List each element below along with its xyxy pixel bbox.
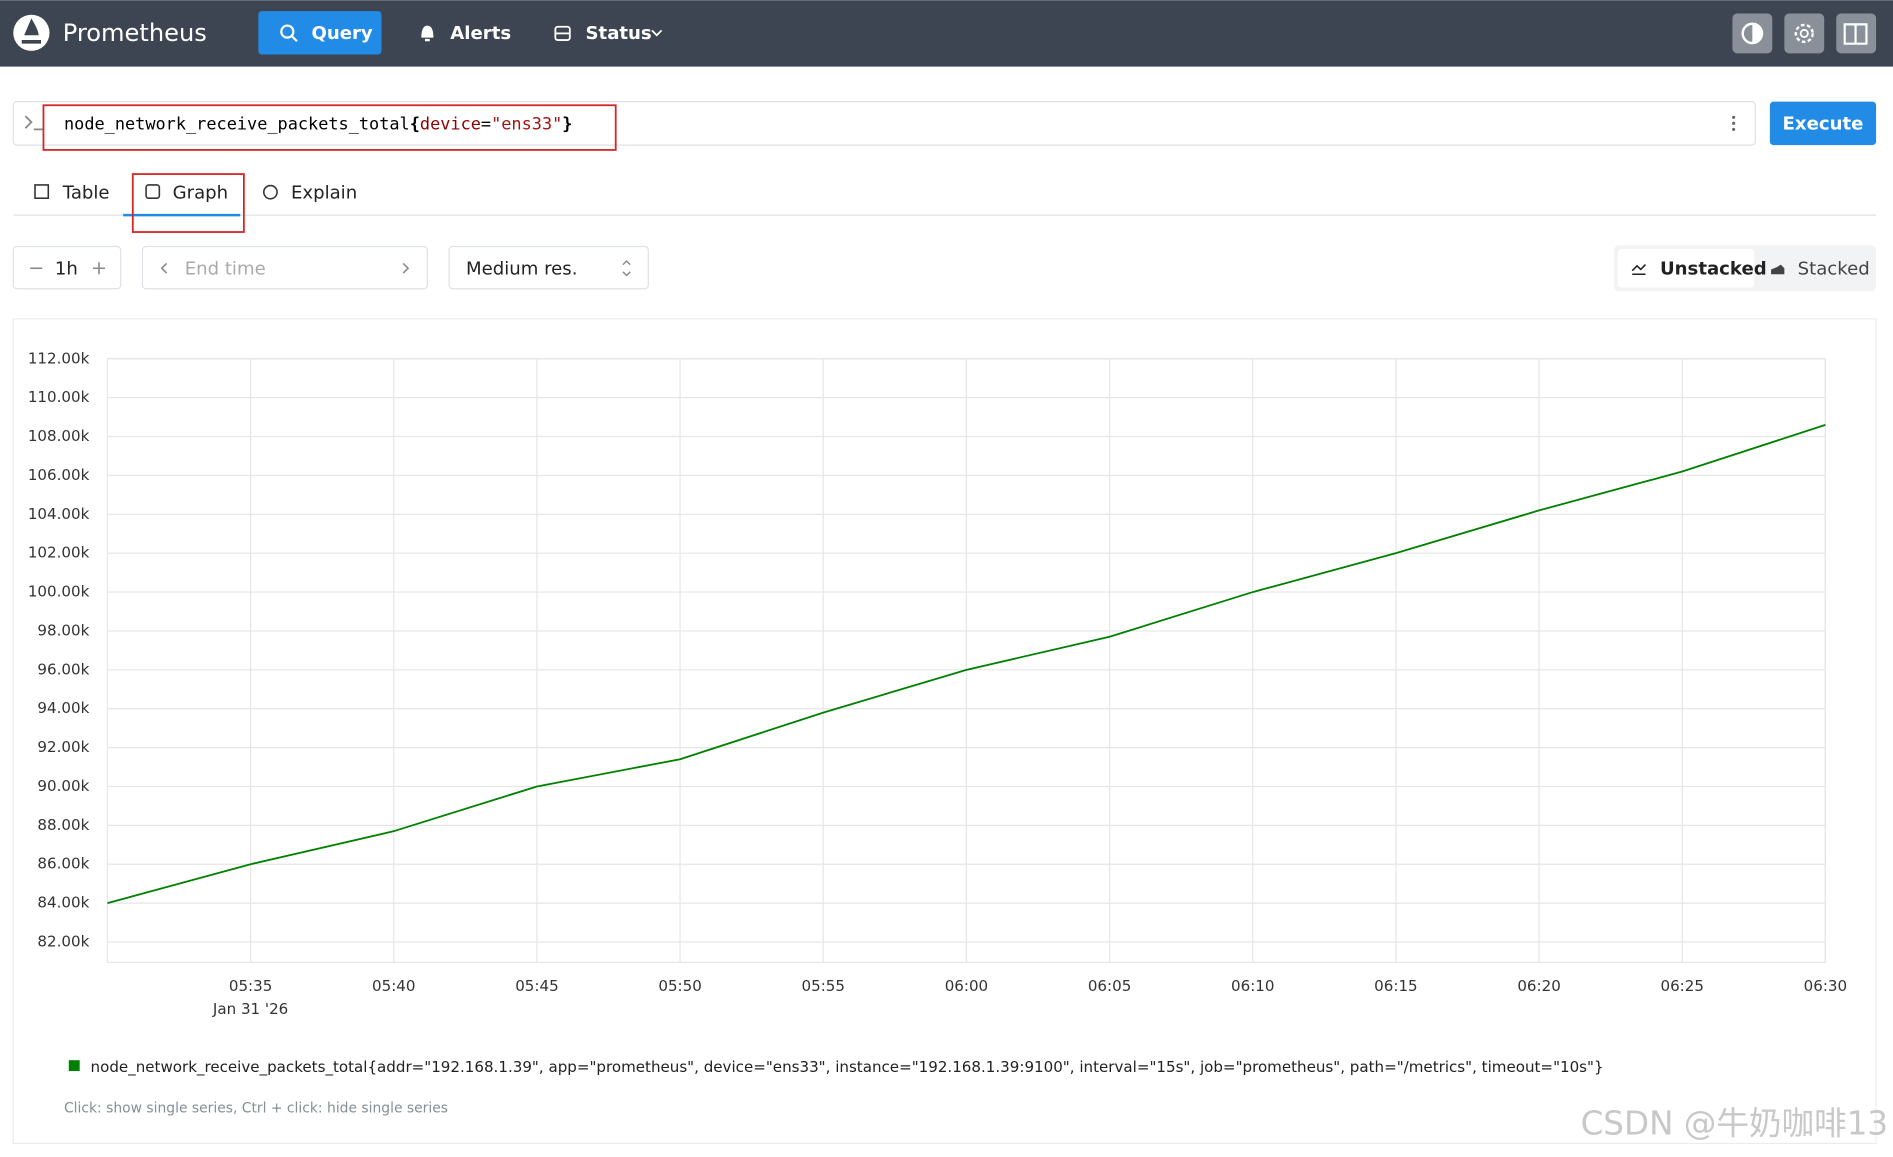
- tab-graph[interactable]: Graph: [173, 182, 229, 203]
- metric-name: node_network_receive_packets_total: [64, 114, 410, 134]
- menu-dot: [1732, 121, 1736, 125]
- series-line: [107, 424, 1826, 904]
- stacked-icon: [1771, 264, 1785, 275]
- resolution-value[interactable]: Medium res.: [466, 258, 577, 279]
- y-tick-label: 98.00k: [37, 621, 89, 639]
- y-tick-label: 108.00k: [28, 427, 90, 445]
- chevron: [651, 29, 663, 37]
- end-time-control[interactable]: [141, 245, 428, 290]
- x-tick-label: 06:20: [1517, 977, 1560, 995]
- unstacked-icon: [1631, 264, 1647, 276]
- y-tick-label: 104.00k: [28, 505, 90, 523]
- mode-unstacked[interactable]: Unstacked: [1660, 258, 1767, 279]
- x-tick-label: 06:25: [1661, 977, 1704, 995]
- theme-icon: [1752, 23, 1763, 44]
- y-tick-label: 106.00k: [28, 466, 90, 484]
- execute-button[interactable]: [1769, 101, 1877, 146]
- x-tick-label: 06:30: [1804, 977, 1847, 995]
- tab-table[interactable]: Table: [62, 182, 110, 203]
- y-tick-label: 96.00k: [37, 660, 89, 678]
- next[interactable]: [402, 262, 410, 274]
- search-icon: [291, 35, 298, 43]
- plus[interactable]: [92, 262, 106, 275]
- x-tick-label: 05:40: [372, 977, 415, 995]
- legend-swatch[interactable]: [68, 1060, 80, 1072]
- x-tick-label: 05:50: [658, 977, 701, 995]
- nav-query[interactable]: Query: [311, 23, 372, 44]
- x-tick-label: 06:00: [945, 977, 988, 995]
- bell-icon: [421, 25, 434, 42]
- graph-icon: [145, 184, 161, 199]
- gear-icon: [1794, 23, 1814, 44]
- x-tick-label: 05:55: [802, 977, 845, 995]
- logo-mark: [21, 18, 42, 44]
- y-tick-label: 86.00k: [37, 855, 89, 873]
- search-icon: [280, 24, 295, 39]
- tab-explain[interactable]: Explain: [291, 182, 357, 203]
- highlight-box: [131, 173, 245, 233]
- chart-panel: [12, 318, 1877, 1145]
- resolution-select[interactable]: [448, 245, 649, 290]
- settings-button[interactable]: [1784, 13, 1825, 54]
- query-input[interactable]: [12, 101, 1756, 146]
- label-value: "ens33": [491, 114, 562, 134]
- y-tick-label: 102.00k: [28, 544, 90, 562]
- operator: =: [481, 114, 491, 134]
- legend-hint: Click: show single series, Ctrl + click:…: [64, 1100, 448, 1116]
- y-tick-label: 88.00k: [37, 816, 89, 834]
- brace: }: [562, 114, 572, 134]
- range-control[interactable]: [12, 245, 122, 290]
- brace: {: [410, 114, 420, 134]
- x-tick-label: 05:35: [229, 977, 272, 995]
- highlight-box: [42, 104, 617, 151]
- select-arrows: [622, 259, 631, 277]
- brand[interactable]: Prometheus: [63, 19, 207, 47]
- y-tick-label: 92.00k: [37, 738, 89, 756]
- prompt-icon: [24, 115, 44, 131]
- mode-active[interactable]: [1617, 248, 1755, 288]
- menu-dot: [1732, 127, 1736, 131]
- end-time-placeholder[interactable]: End time: [185, 258, 266, 279]
- y-tick-label: 84.00k: [37, 894, 89, 912]
- nav-alerts[interactable]: Alerts: [450, 23, 511, 44]
- mode-stacked[interactable]: Stacked: [1798, 258, 1870, 279]
- nav-status[interactable]: Status: [586, 23, 652, 44]
- y-tick-label: 112.00k: [28, 349, 90, 367]
- info-icon: [263, 184, 278, 200]
- y-tick-label: 90.00k: [37, 777, 89, 795]
- query-nav[interactable]: [258, 11, 382, 55]
- x-tick-label: 05:45: [515, 977, 558, 995]
- book-icon: [1843, 23, 1868, 45]
- execute-label[interactable]: Execute: [1783, 114, 1864, 135]
- x-tick-label: 06:15: [1374, 977, 1417, 995]
- x-tick-label: 06:10: [1231, 977, 1274, 995]
- range-value[interactable]: 1h: [55, 258, 78, 279]
- x-date-label: Jan 31 '26: [212, 1000, 288, 1018]
- y-tick-label: 100.00k: [28, 583, 90, 601]
- table-icon: [34, 184, 50, 199]
- gear-icon: [1799, 28, 1809, 38]
- y-tick-label: 94.00k: [37, 699, 89, 717]
- watermark: CSDN @牛奶咖啡13: [1581, 1104, 1889, 1142]
- y-tick-label: 82.00k: [37, 932, 89, 950]
- y-tick-label: 110.00k: [28, 388, 90, 406]
- query-expression[interactable]: node_network_receive_packets_total{devic…: [64, 114, 572, 134]
- legend-entry[interactable]: node_network_receive_packets_total{addr=…: [91, 1058, 1604, 1077]
- label-name: device: [420, 114, 481, 134]
- chart: 82.00k 84.00k 86.00k 88.00k 90.00k 92.00k 94.0…: [28, 349, 1847, 1018]
- x-tick-label: 06:05: [1088, 977, 1131, 995]
- menu-dot[interactable]: [1732, 115, 1736, 119]
- prev[interactable]: [160, 262, 168, 274]
